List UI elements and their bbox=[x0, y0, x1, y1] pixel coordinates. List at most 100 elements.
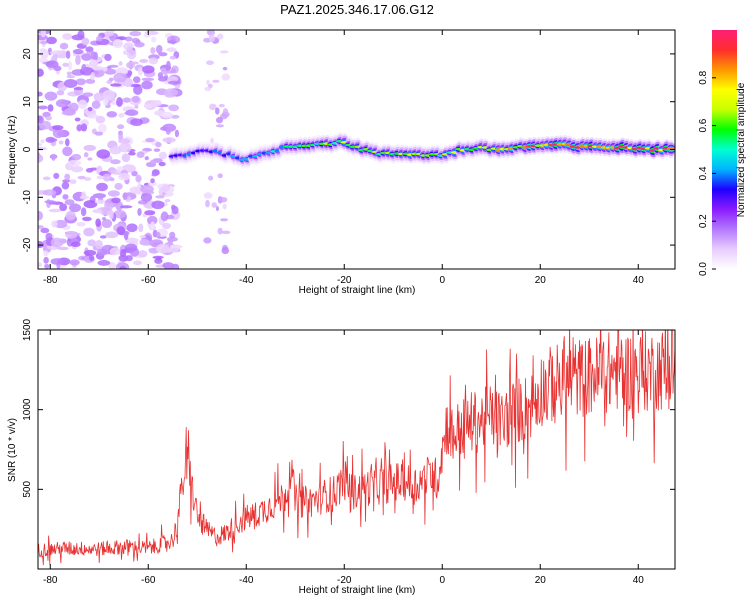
noise-blob bbox=[38, 262, 43, 268]
noise-blob bbox=[134, 104, 139, 109]
noise-blob bbox=[208, 103, 217, 111]
x-tick-label: -60 bbox=[141, 275, 156, 286]
noise-blob bbox=[168, 104, 180, 112]
noise-blob bbox=[104, 68, 117, 75]
noise-blob bbox=[160, 70, 169, 75]
noise-blob bbox=[91, 100, 101, 109]
noise-blob bbox=[73, 87, 84, 91]
noise-blob bbox=[59, 42, 69, 50]
noise-blob bbox=[39, 48, 47, 52]
noise-blob bbox=[82, 216, 92, 222]
noise-blob bbox=[145, 137, 155, 143]
noise-blob bbox=[56, 90, 65, 96]
noise-blob bbox=[52, 125, 64, 131]
noise-blob bbox=[164, 88, 178, 97]
snr-series-line bbox=[38, 330, 675, 566]
noise-blob bbox=[203, 237, 212, 244]
noise-blob bbox=[150, 101, 163, 107]
noise-blob bbox=[38, 68, 44, 77]
noise-blob bbox=[150, 47, 156, 54]
noise-blob bbox=[155, 231, 161, 239]
snr-x-label: Height of straight line (km) bbox=[299, 585, 416, 596]
noise-blob bbox=[109, 177, 115, 182]
x-tick-label: -20 bbox=[337, 275, 352, 286]
noise-blob bbox=[62, 62, 70, 67]
colorbar: 0.0 0.2 0.4 0.6 0.8 Normalized spectral ampl… bbox=[698, 30, 747, 276]
noise-blob bbox=[63, 78, 78, 88]
noise-blob bbox=[116, 124, 125, 130]
noise-blob bbox=[165, 127, 171, 135]
noise-blob bbox=[119, 265, 127, 269]
noise-blob bbox=[40, 40, 48, 45]
noise-blob bbox=[85, 46, 94, 53]
noise-blob bbox=[38, 210, 44, 221]
noise-blob bbox=[66, 75, 75, 79]
noise-blob bbox=[116, 226, 126, 236]
noise-blob bbox=[108, 77, 114, 82]
noise-blob bbox=[45, 115, 53, 121]
noise-blob bbox=[94, 199, 107, 205]
noise-blob bbox=[68, 102, 79, 112]
noise-blob bbox=[95, 218, 101, 228]
noise-blob bbox=[85, 168, 94, 173]
noise-blob bbox=[47, 104, 54, 112]
noise-blob bbox=[50, 258, 64, 265]
noise-blob bbox=[111, 197, 121, 204]
noise-blob bbox=[57, 246, 69, 251]
noise-blob bbox=[45, 60, 59, 68]
noise-blob bbox=[210, 137, 214, 145]
colorbar-tick-label: 0.4 bbox=[698, 166, 709, 180]
noise-blob bbox=[129, 31, 142, 37]
spectrogram-panel: -80 -60 -40 -20 0 20 40 -20 -10 0 10 20 Height of … bbox=[7, 29, 676, 296]
noise-blob bbox=[139, 234, 146, 239]
noise-blob bbox=[94, 131, 104, 136]
noise-blob bbox=[53, 172, 60, 179]
noise-blob bbox=[65, 210, 76, 221]
noise-blob bbox=[167, 80, 181, 85]
colorbar-gradient bbox=[712, 30, 737, 269]
noise-blob bbox=[83, 152, 89, 158]
noise-blob bbox=[203, 192, 213, 199]
noise-blob bbox=[83, 144, 96, 152]
noise-blob bbox=[171, 204, 176, 211]
noise-blob bbox=[208, 34, 216, 42]
noise-blob bbox=[71, 153, 82, 161]
noise-blob bbox=[83, 200, 98, 209]
y-tick-label: 500 bbox=[22, 481, 33, 498]
noise-blob bbox=[165, 60, 171, 71]
noise-blob bbox=[123, 50, 128, 55]
noise-blob bbox=[151, 200, 165, 210]
noise-blob bbox=[218, 196, 228, 203]
noise-blob bbox=[133, 260, 142, 266]
noise-blob bbox=[62, 146, 73, 157]
noise-blob bbox=[94, 239, 103, 250]
noise-blob bbox=[87, 114, 99, 119]
noise-blob bbox=[205, 199, 210, 208]
noise-blob bbox=[64, 199, 75, 206]
noise-blob bbox=[38, 115, 44, 124]
noise-blob bbox=[208, 175, 214, 181]
noise-blob bbox=[75, 55, 81, 66]
noise-blob bbox=[93, 92, 105, 102]
noise-blob bbox=[52, 128, 64, 139]
noise-blob bbox=[132, 76, 141, 84]
noise-blob bbox=[48, 138, 58, 142]
noise-blob bbox=[108, 210, 114, 220]
noise-blob bbox=[146, 215, 158, 225]
noise-blob bbox=[143, 103, 153, 109]
noise-blob bbox=[72, 48, 84, 55]
spectrogram-image bbox=[38, 30, 675, 269]
noise-blob bbox=[206, 79, 210, 85]
noise-blob bbox=[109, 247, 121, 256]
noise-blob bbox=[90, 51, 96, 60]
noise-blob bbox=[118, 172, 131, 181]
noise-blob bbox=[147, 181, 158, 187]
snr-x-ticks: -80 -60 -40 -20 0 20 40 bbox=[43, 330, 644, 586]
noise-blob bbox=[163, 201, 168, 207]
noise-blob bbox=[80, 207, 87, 217]
spectrogram-x-label: Height of straight line (km) bbox=[299, 285, 416, 296]
noise-blob bbox=[204, 86, 212, 92]
y-tick-label: 20 bbox=[22, 48, 33, 60]
noise-blob bbox=[166, 47, 177, 53]
